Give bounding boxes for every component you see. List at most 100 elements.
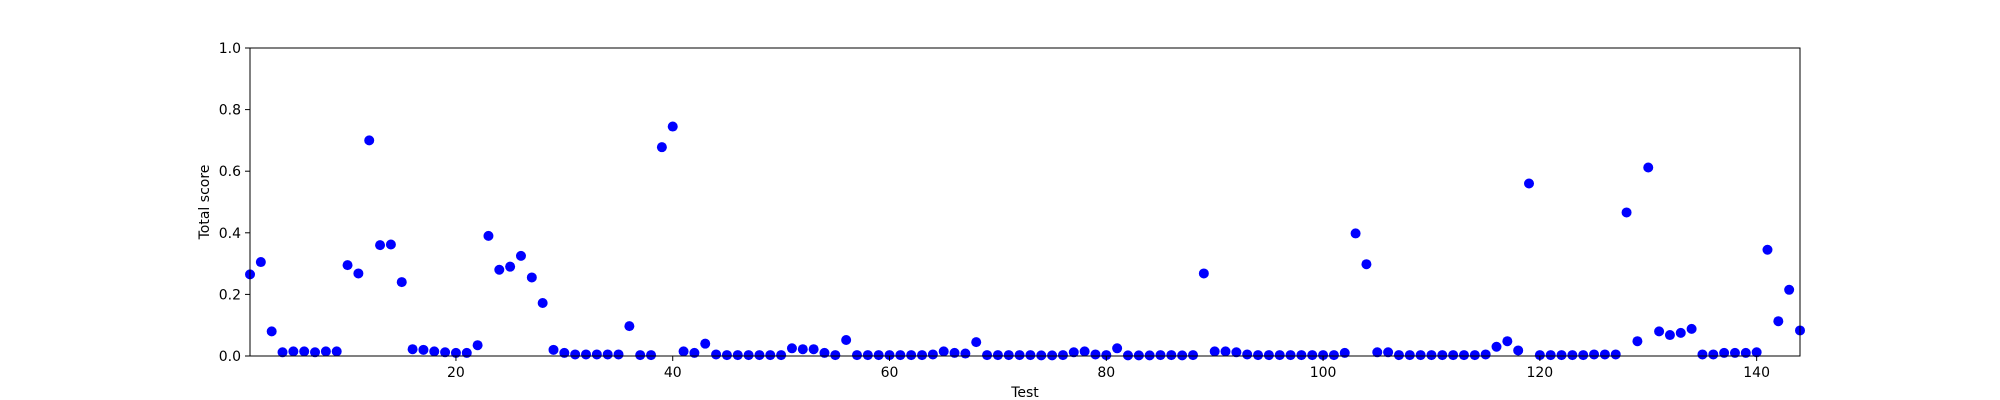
data-point [797, 344, 808, 355]
data-point [678, 346, 689, 357]
data-point [700, 338, 711, 349]
data-point [288, 346, 299, 357]
x-tick-label: 60 [881, 365, 899, 381]
data-point [559, 347, 570, 358]
data-point [646, 350, 657, 361]
data-point [320, 346, 331, 357]
data-point [1296, 350, 1307, 361]
data-point [1339, 347, 1350, 358]
data-point [581, 349, 592, 360]
data-point [1036, 350, 1047, 361]
data-point [949, 347, 960, 358]
data-point [450, 347, 461, 358]
data-point [331, 346, 342, 357]
data-point [862, 350, 873, 361]
data-point [1318, 350, 1329, 361]
data-point [526, 272, 537, 283]
data-point [537, 298, 548, 309]
data-point [1198, 268, 1209, 279]
data-point [1664, 330, 1675, 341]
data-point [873, 350, 884, 361]
data-point [927, 349, 938, 360]
data-point [440, 347, 451, 358]
data-point [808, 344, 819, 355]
data-point [830, 350, 841, 361]
data-point [754, 350, 765, 361]
data-point [992, 350, 1003, 361]
data-point [299, 346, 310, 357]
x-axis: 20 40 60 80 100 120 140 [447, 356, 1770, 381]
y-tick-label: 0.6 [219, 164, 241, 180]
data-point [1589, 349, 1600, 360]
data-point [1762, 244, 1773, 255]
data-point [667, 121, 678, 132]
data-point [1654, 326, 1665, 337]
data-point [1708, 349, 1719, 360]
x-tick-label: 40 [664, 365, 682, 381]
data-point [407, 344, 418, 355]
y-tick-label: 0.0 [219, 349, 241, 365]
data-point [1491, 341, 1502, 352]
data-point [1426, 350, 1437, 361]
data-point [1729, 347, 1740, 358]
data-point [418, 344, 429, 355]
data-point [721, 350, 732, 361]
data-point [938, 346, 949, 357]
data-point [310, 347, 321, 358]
data-point [613, 349, 624, 360]
data-point [1101, 350, 1112, 361]
data-point [743, 350, 754, 361]
data-point [1057, 350, 1068, 361]
x-tick-label: 80 [1097, 365, 1115, 381]
data-point [689, 347, 700, 358]
data-point [765, 350, 776, 361]
data-point [895, 350, 906, 361]
data-point [1350, 228, 1361, 239]
y-axis-label: Total score [197, 165, 213, 241]
data-point [1599, 349, 1610, 360]
data-point [1458, 350, 1469, 361]
data-point [1578, 350, 1589, 361]
data-point [841, 334, 852, 345]
x-tick-label: 20 [447, 365, 465, 381]
data-point [385, 239, 396, 250]
data-point [548, 344, 559, 355]
data-point [906, 350, 917, 361]
y-tick-label: 0.4 [219, 226, 241, 242]
data-point [1437, 350, 1448, 361]
data-point [255, 257, 266, 268]
data-point [1697, 349, 1708, 360]
data-point [1047, 350, 1058, 361]
data-point [1079, 346, 1090, 357]
data-point [851, 350, 862, 361]
data-point [1740, 347, 1751, 358]
data-point [1231, 347, 1242, 358]
data-point [1112, 343, 1123, 354]
data-point [1144, 350, 1155, 361]
data-point [1556, 350, 1567, 361]
data-point [711, 349, 722, 360]
data-point [1263, 350, 1274, 361]
data-point [375, 240, 386, 251]
data-points [245, 121, 1805, 361]
data-point [461, 347, 472, 358]
data-point [1209, 346, 1220, 357]
data-point [1166, 350, 1177, 361]
data-point [1784, 284, 1795, 295]
data-point [1502, 336, 1513, 347]
y-tick-label: 1.0 [219, 41, 241, 57]
data-point [982, 350, 993, 361]
data-point [342, 260, 353, 271]
x-axis-label: Test [1010, 385, 1039, 400]
data-point [1253, 350, 1264, 361]
data-point [1372, 347, 1383, 358]
data-point [1155, 350, 1166, 361]
data-point [266, 326, 277, 337]
data-point [472, 340, 483, 351]
data-point [1448, 350, 1459, 361]
y-tick-label: 0.2 [219, 287, 241, 303]
data-point [1675, 327, 1686, 338]
data-point [1177, 350, 1188, 361]
